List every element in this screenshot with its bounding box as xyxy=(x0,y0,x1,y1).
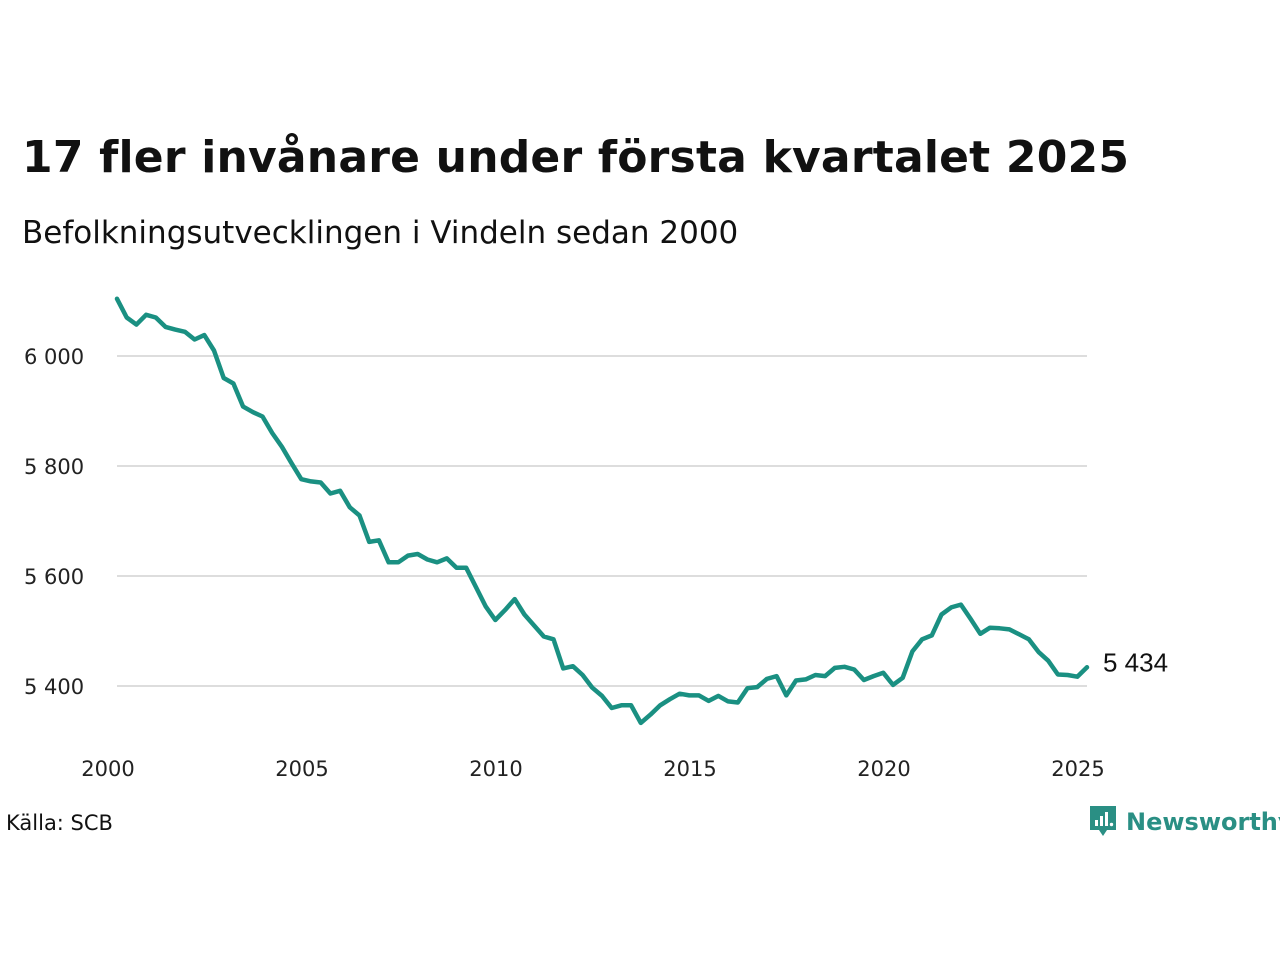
grid-lines xyxy=(117,355,1087,687)
y-tick-label: 5 600 xyxy=(24,565,84,589)
source-note: Källa: SCB xyxy=(6,811,113,835)
x-tick-label: 2015 xyxy=(663,757,716,781)
chart-title: 17 fler invånare under första kvartalet … xyxy=(22,132,1130,183)
x-tick-label: 2025 xyxy=(1051,757,1104,781)
x-tick-label: 2005 xyxy=(275,757,328,781)
x-tick-label: 2000 xyxy=(81,757,134,781)
y-tick-label: 6 000 xyxy=(24,345,84,369)
end-value-label: 5 434 xyxy=(1103,647,1168,677)
end-value-labels: 5 434 xyxy=(1103,647,1168,677)
brand-logo: Newsworthy xyxy=(1088,804,1280,840)
y-tick-label: 5 400 xyxy=(24,675,84,699)
x-tick-label: 2020 xyxy=(857,757,910,781)
brand-name: Newsworthy xyxy=(1126,808,1280,836)
y-tick-label: 5 800 xyxy=(24,455,84,479)
chart-subtitle: Befolkningsutvecklingen i Vindeln sedan … xyxy=(22,215,739,251)
y-axis-ticks: 5 400 5 600 5 800 6 000 xyxy=(24,345,84,699)
population-line xyxy=(114,296,1090,726)
x-tick-label: 2010 xyxy=(469,757,522,781)
series-population xyxy=(114,296,1090,726)
newsworthy-logo-icon xyxy=(1090,806,1116,836)
x-axis-ticks: 2000 2005 2010 2015 2020 2025 xyxy=(81,757,1104,781)
